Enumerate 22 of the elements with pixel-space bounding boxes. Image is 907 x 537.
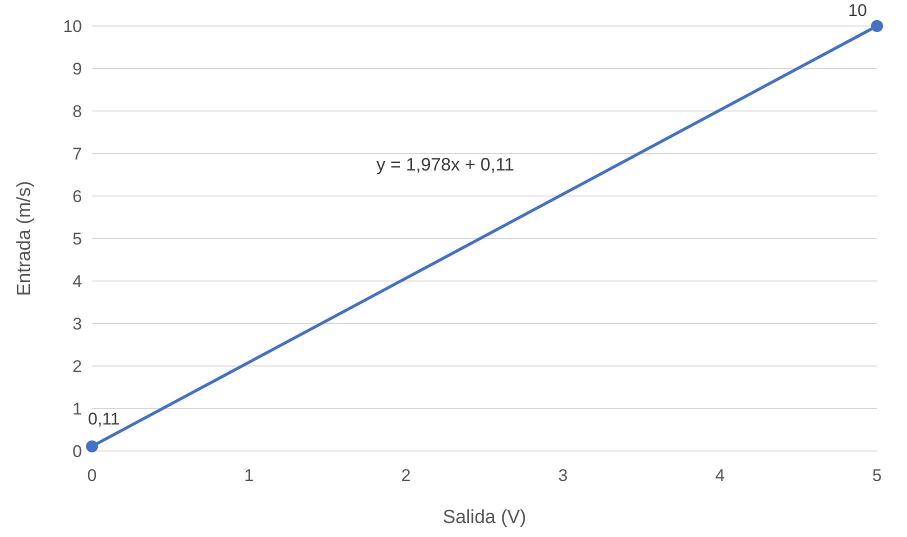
y-tick-label: 1: [72, 399, 82, 418]
x-tick-label: 5: [872, 466, 882, 485]
y-tick-label: 9: [72, 59, 82, 78]
x-tick-label: 1: [244, 466, 254, 485]
y-axis-title: Entrada (m/s): [14, 180, 35, 296]
data-label: 10: [848, 1, 867, 20]
y-tick-label: 5: [72, 229, 82, 248]
y-tick-label: 6: [72, 186, 82, 206]
y-tick-label: 2: [72, 356, 82, 376]
x-tick-label: 0: [87, 466, 97, 485]
annotation: y = 1,978x + 0,11: [376, 154, 514, 174]
data-label: 0,11: [88, 409, 120, 428]
x-tick-label: 4: [715, 466, 725, 485]
x-axis-title: Salida (V): [442, 507, 526, 528]
y-tick-label: 4: [72, 272, 82, 291]
y-tick-label: 8: [72, 102, 82, 121]
y-tick-label: 0: [72, 442, 82, 461]
x-tick-label: 3: [558, 466, 568, 485]
x-tick-label: 2: [401, 466, 411, 485]
y-tick-label: 3: [72, 314, 82, 334]
y-tick-label: 7: [72, 144, 82, 164]
y-tick-label: 10: [63, 16, 82, 36]
